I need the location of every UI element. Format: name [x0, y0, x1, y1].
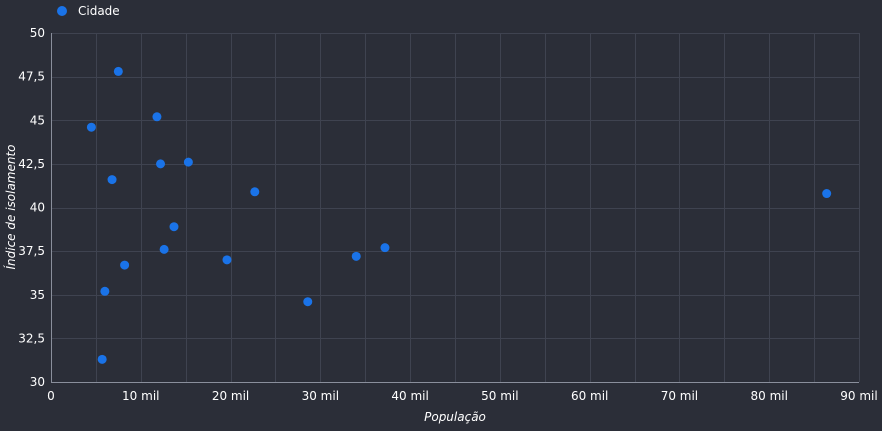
x-tick-label: 30 mil: [302, 389, 339, 403]
data-point[interactable]: [86, 122, 96, 132]
x-tick-label: 20 mil: [212, 389, 249, 403]
data-point[interactable]: [380, 243, 390, 253]
data-point[interactable]: [250, 187, 260, 197]
y-tick-label: 42,5: [18, 157, 45, 171]
data-point[interactable]: [113, 66, 123, 76]
x-tick-label: 60 mil: [571, 389, 608, 403]
grid: [51, 33, 860, 383]
data-point[interactable]: [169, 222, 179, 232]
x-axis-title: População: [424, 410, 486, 424]
x-tick-label: 80 mil: [750, 389, 787, 403]
data-point[interactable]: [107, 175, 117, 185]
x-tick-label: 90 mil: [840, 389, 877, 403]
data-point[interactable]: [120, 260, 130, 270]
y-tick-label: 35: [30, 288, 45, 302]
data-point[interactable]: [97, 354, 107, 364]
y-tick-label: 45: [30, 113, 45, 127]
data-points: [86, 66, 832, 364]
y-axis-ticks: 30 32,5 35 37,5 40 42,5 45 47,5 50: [18, 26, 45, 389]
data-point[interactable]: [183, 157, 193, 167]
axes: [51, 33, 859, 383]
y-tick-label: 40: [30, 201, 45, 215]
y-tick-label: 32,5: [18, 331, 45, 345]
x-tick-label: 0: [47, 389, 55, 403]
y-tick-label: 50: [30, 26, 45, 40]
legend-label: Cidade: [78, 4, 120, 18]
data-point[interactable]: [159, 244, 169, 254]
x-axis-ticks: 0 10 mil 20 mil 30 mil 40 mil 50 mil 60 mil 70 …: [47, 389, 878, 403]
legend[interactable]: Cidade: [57, 4, 120, 18]
x-tick-label: 50 mil: [481, 389, 518, 403]
data-point[interactable]: [303, 297, 313, 307]
x-tick-label: 10 mil: [122, 389, 159, 403]
data-point[interactable]: [351, 251, 361, 261]
legend-marker-icon: [57, 6, 67, 16]
data-point[interactable]: [156, 159, 166, 169]
data-point[interactable]: [100, 286, 110, 296]
x-tick-label: 40 mil: [391, 389, 428, 403]
y-axis-title: Índice de isolamento: [3, 144, 18, 269]
data-point[interactable]: [152, 112, 162, 122]
x-tick-label: 70 mil: [661, 389, 698, 403]
data-point[interactable]: [822, 189, 832, 199]
y-tick-label: 47,5: [18, 70, 45, 84]
data-point[interactable]: [222, 255, 232, 265]
y-tick-label: 37,5: [18, 244, 45, 258]
y-tick-label: 30: [30, 375, 45, 389]
